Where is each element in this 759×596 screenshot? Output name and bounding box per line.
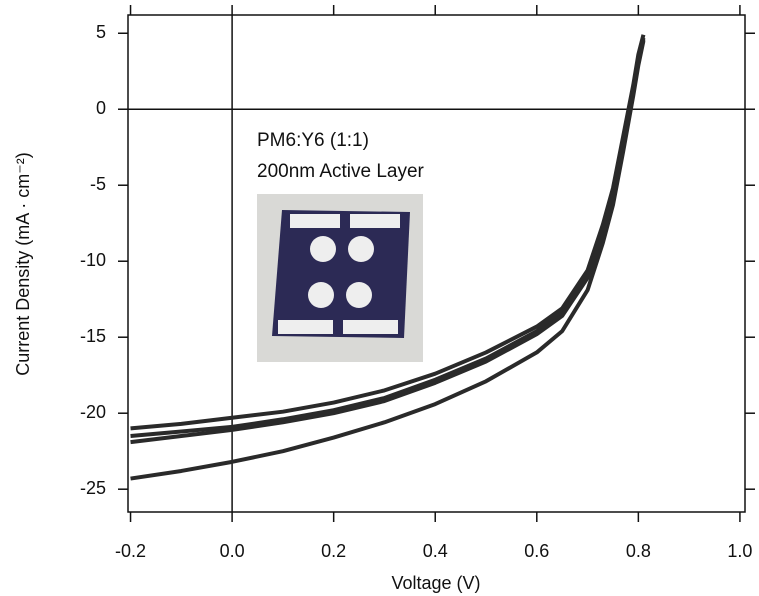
y-axis-label: Current Density (mA · cm⁻²): [13, 152, 33, 376]
x-tick-label: 0.6: [524, 541, 549, 561]
y-tick-label: 0: [96, 98, 106, 118]
y-tick-label: -5: [90, 174, 106, 194]
y-tick-label: 5: [96, 22, 106, 42]
device-substrate: [272, 210, 410, 338]
x-axis-label: Voltage (V): [391, 573, 480, 593]
y-tick-label: -15: [80, 326, 106, 346]
x-tick-label: 1.0: [727, 541, 752, 561]
x-tick-label: -0.2: [115, 541, 146, 561]
annotation: 200nm Active Layer: [257, 161, 425, 182]
electrodes: [278, 214, 400, 334]
x-tick-label: 0.2: [321, 541, 346, 561]
x-tick-label: 0.4: [423, 541, 448, 561]
plot-frame: [127, 14, 746, 513]
x-tick-label: 0.0: [220, 541, 245, 561]
y-tick-label: -25: [80, 478, 106, 498]
y-tick-label: -20: [80, 402, 106, 422]
y-tick-label: -10: [80, 250, 106, 270]
annotation: PM6:Y6 (1:1): [257, 130, 369, 151]
x-tick-label: 0.8: [626, 541, 651, 561]
iv-curve: [130, 40, 646, 481]
